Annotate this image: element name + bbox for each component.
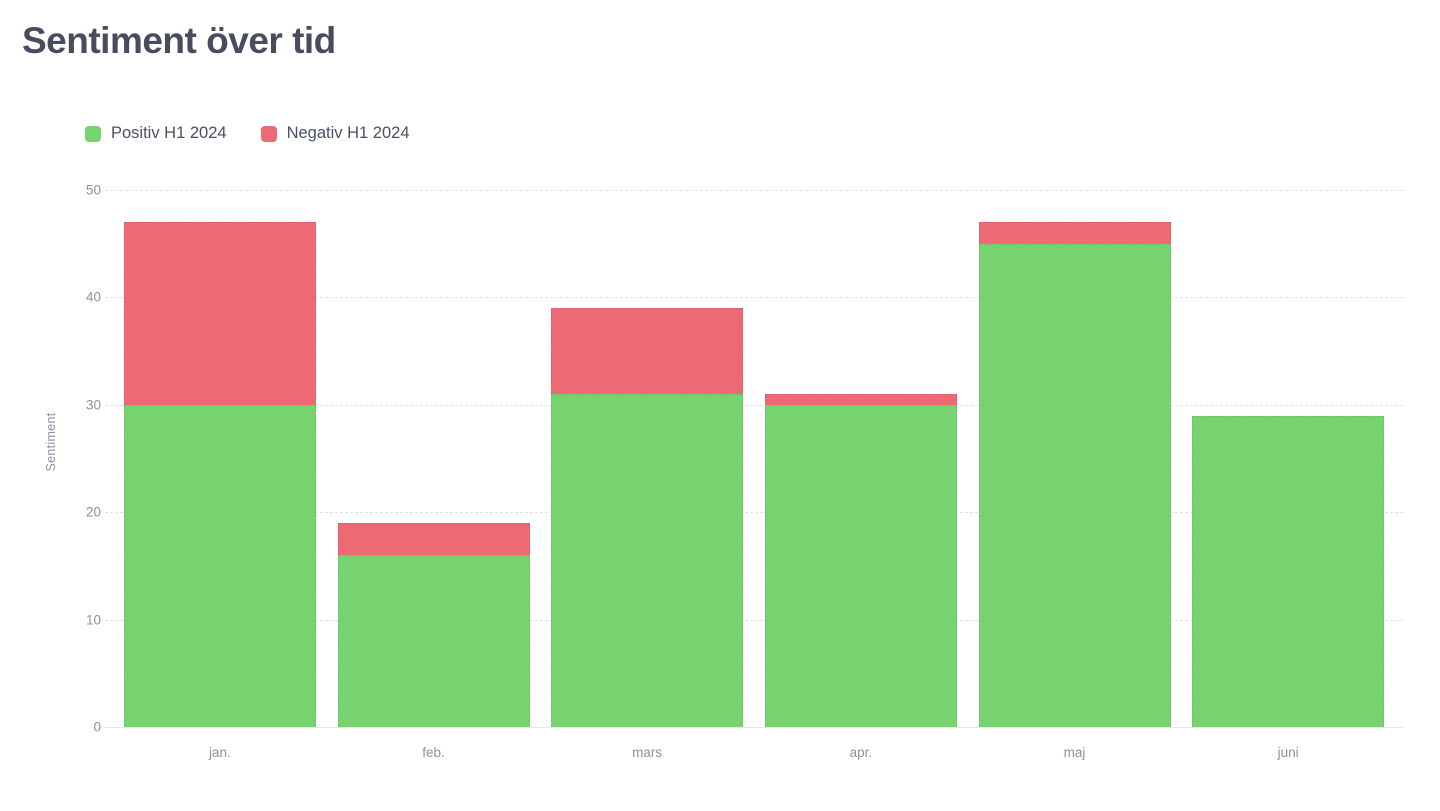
bar-segment-negativ-h1-2024-feb[interactable]	[337, 522, 530, 556]
bar-segment-positiv-h1-2024-mars[interactable]	[551, 394, 744, 727]
bar-segment-negativ-h1-2024-mars[interactable]	[551, 308, 744, 395]
bar-segment-positiv-h1-2024-maj[interactable]	[978, 243, 1171, 727]
bar-stack-jan	[123, 190, 316, 727]
bar-segment-positiv-h1-2024-jan[interactable]	[123, 404, 316, 727]
bar-stack-maj	[978, 190, 1171, 727]
y-tick-label: 40	[85, 289, 101, 305]
x-tick-label-feb: feb.	[422, 745, 445, 760]
gridline	[105, 512, 1403, 514]
bar-segment-positiv-h1-2024-apr[interactable]	[764, 404, 957, 727]
legend-swatch-icon	[260, 125, 277, 142]
x-tick-label-mars: mars	[632, 745, 663, 760]
x-tick-label-maj: maj	[1063, 745, 1086, 760]
y-tick-label: 20	[85, 504, 101, 520]
legend-swatch-icon	[85, 125, 101, 142]
legend-item-positiv-h1-2024[interactable]: Positiv H1 2024	[85, 124, 227, 143]
y-axis-title: Sentiment	[44, 412, 58, 472]
gridline	[105, 190, 1403, 191]
y-tick-label: 0	[93, 719, 101, 735]
bar-segment-negativ-h1-2024-apr[interactable]	[764, 394, 957, 405]
legend-label: Negativ H1 2024	[286, 124, 410, 142]
x-tick-label-jan: jan.	[208, 745, 231, 760]
bar-stack-juni	[1192, 190, 1385, 727]
bar-segment-positiv-h1-2024-feb[interactable]	[337, 555, 530, 727]
bar-stack-mars	[551, 190, 744, 727]
bar-stack-feb	[337, 190, 530, 727]
legend: Positiv H1 2024 Negativ H1 2024	[85, 124, 410, 143]
legend-item-negativ-h1-2024[interactable]: Negativ H1 2024	[260, 124, 410, 143]
y-tick-label: 10	[85, 612, 101, 628]
bar-segment-positiv-h1-2024-juni[interactable]	[1192, 415, 1385, 727]
plot-area: 0 10 20 30 40 50 jan. feb. mars apr. maj juni	[86, 183, 1403, 760]
y-tick-label: 30	[85, 397, 101, 413]
bar-stack-apr	[764, 190, 957, 727]
x-tick-label-juni: juni	[1277, 745, 1299, 760]
x-axis-baseline	[105, 727, 1403, 728]
page-title: Sentiment över tid	[22, 20, 336, 61]
gridline	[105, 619, 1403, 621]
legend-label: Positiv H1 2024	[111, 124, 227, 142]
x-tick-label-apr: apr.	[849, 745, 873, 760]
y-tick-label: 50	[85, 182, 101, 198]
gridline	[105, 404, 1403, 406]
gridline	[105, 297, 1403, 299]
bar-segment-negativ-h1-2024-maj[interactable]	[978, 222, 1171, 244]
bar-segment-negativ-h1-2024-jan[interactable]	[123, 222, 316, 405]
